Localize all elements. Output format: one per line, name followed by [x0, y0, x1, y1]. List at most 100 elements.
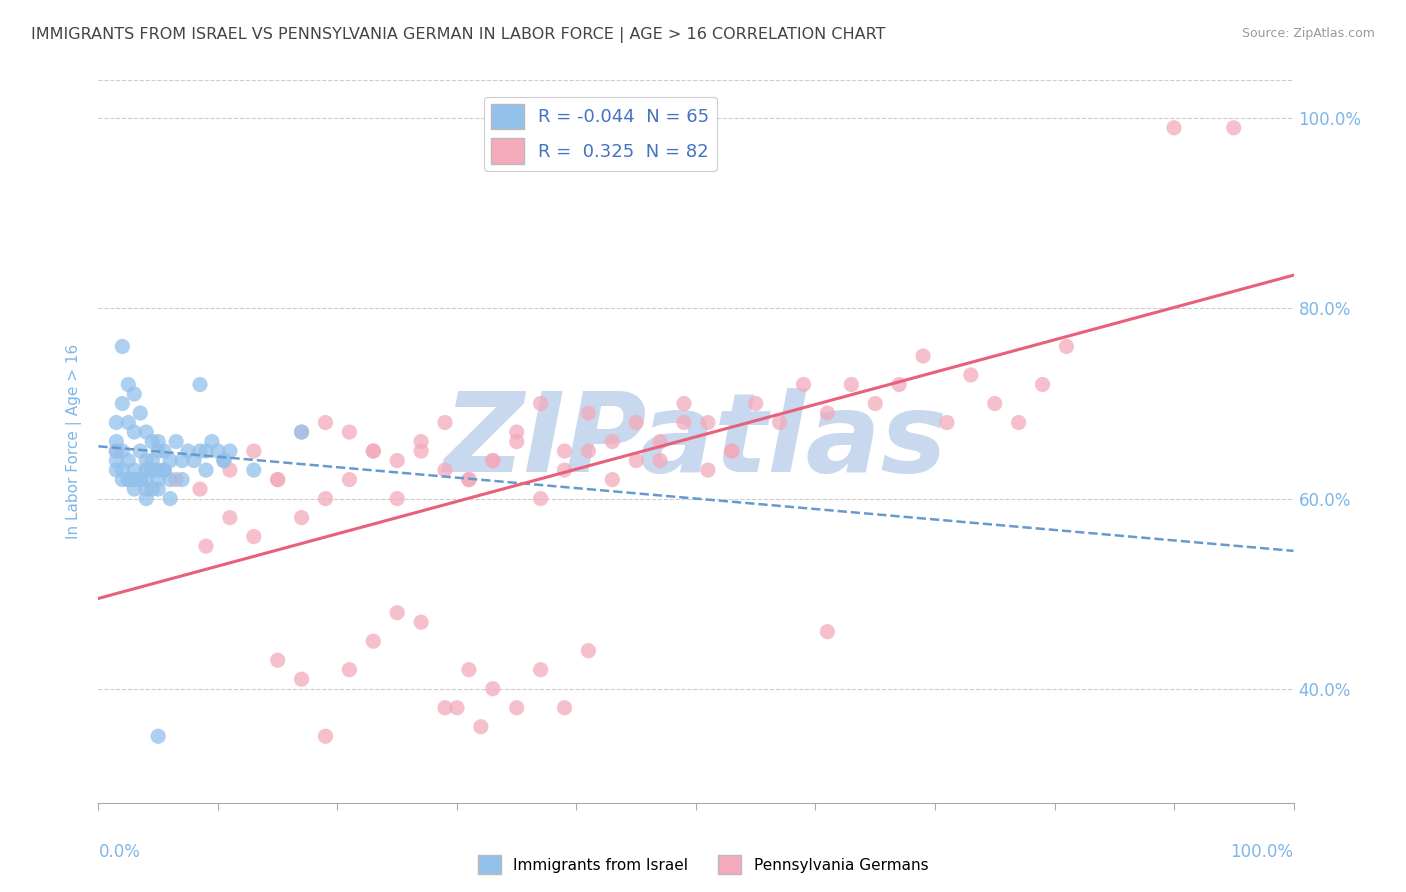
- Point: [105, 444, 128, 458]
- Point: [267, 473, 290, 487]
- Point: [458, 473, 481, 487]
- Point: [434, 416, 457, 430]
- Point: [141, 434, 163, 449]
- Point: [124, 425, 146, 439]
- Point: [578, 643, 600, 657]
- Point: [793, 377, 815, 392]
- Point: [105, 463, 128, 477]
- Point: [530, 663, 553, 677]
- Point: [153, 463, 176, 477]
- Point: [195, 539, 218, 553]
- Point: [1163, 120, 1185, 135]
- Point: [124, 463, 146, 477]
- Point: [124, 482, 146, 496]
- Point: [578, 406, 600, 420]
- Point: [315, 491, 337, 506]
- Point: [148, 482, 170, 496]
- Point: [481, 681, 505, 696]
- Point: [105, 416, 128, 430]
- Point: [446, 700, 468, 714]
- Point: [697, 463, 720, 477]
- Point: [124, 387, 146, 401]
- Point: [697, 416, 720, 430]
- Point: [721, 444, 744, 458]
- Point: [177, 444, 200, 458]
- Point: [768, 416, 790, 430]
- Point: [135, 463, 157, 477]
- Point: [159, 473, 181, 487]
- Point: [470, 720, 492, 734]
- Point: [165, 473, 187, 487]
- Point: [458, 473, 481, 487]
- Point: [339, 425, 361, 439]
- Point: [602, 473, 624, 487]
- Text: ZIPatlas: ZIPatlas: [444, 388, 948, 495]
- Point: [135, 453, 157, 467]
- Point: [363, 444, 385, 458]
- Point: [315, 729, 337, 743]
- Y-axis label: In Labor Force | Age > 16: In Labor Force | Age > 16: [66, 344, 83, 539]
- Point: [434, 700, 457, 714]
- Text: 0.0%: 0.0%: [98, 843, 141, 861]
- Point: [815, 406, 838, 420]
- Point: [673, 416, 696, 430]
- Point: [105, 434, 128, 449]
- Point: [385, 606, 409, 620]
- Point: [936, 416, 959, 430]
- Point: [117, 473, 139, 487]
- Point: [117, 416, 139, 430]
- Point: [554, 463, 576, 477]
- Point: [135, 482, 157, 496]
- Legend: R = -0.044  N = 65, R =  0.325  N = 82: R = -0.044 N = 65, R = 0.325 N = 82: [484, 96, 717, 171]
- Point: [129, 406, 152, 420]
- Point: [188, 377, 211, 392]
- Point: [195, 444, 218, 458]
- Point: [648, 434, 672, 449]
- Point: [865, 396, 887, 410]
- Point: [530, 491, 553, 506]
- Point: [188, 482, 211, 496]
- Point: [129, 473, 152, 487]
- Point: [363, 444, 385, 458]
- Point: [411, 615, 433, 630]
- Point: [129, 473, 152, 487]
- Point: [188, 444, 211, 458]
- Point: [291, 672, 314, 686]
- Point: [1008, 416, 1031, 430]
- Point: [602, 434, 624, 449]
- Point: [267, 653, 290, 667]
- Point: [129, 473, 152, 487]
- Point: [135, 463, 157, 477]
- Point: [141, 482, 163, 496]
- Point: [626, 453, 648, 467]
- Point: [291, 510, 314, 524]
- Point: [219, 510, 242, 524]
- Point: [148, 473, 170, 487]
- Point: [159, 491, 181, 506]
- Point: [148, 434, 170, 449]
- Point: [141, 453, 163, 467]
- Point: [141, 463, 163, 477]
- Point: [105, 444, 128, 458]
- Point: [1056, 339, 1078, 353]
- Point: [291, 425, 314, 439]
- Point: [172, 453, 194, 467]
- Legend: Immigrants from Israel, Pennsylvania Germans: Immigrants from Israel, Pennsylvania Ger…: [471, 849, 935, 880]
- Point: [721, 444, 744, 458]
- Point: [117, 473, 139, 487]
- Point: [148, 729, 170, 743]
- Point: [172, 473, 194, 487]
- Point: [889, 377, 911, 392]
- Point: [207, 444, 229, 458]
- Point: [291, 425, 314, 439]
- Point: [578, 444, 600, 458]
- Point: [243, 530, 266, 544]
- Point: [111, 463, 134, 477]
- Point: [1223, 120, 1246, 135]
- Point: [165, 434, 187, 449]
- Point: [135, 473, 157, 487]
- Point: [339, 473, 361, 487]
- Point: [141, 463, 163, 477]
- Point: [315, 416, 337, 430]
- Point: [267, 473, 290, 487]
